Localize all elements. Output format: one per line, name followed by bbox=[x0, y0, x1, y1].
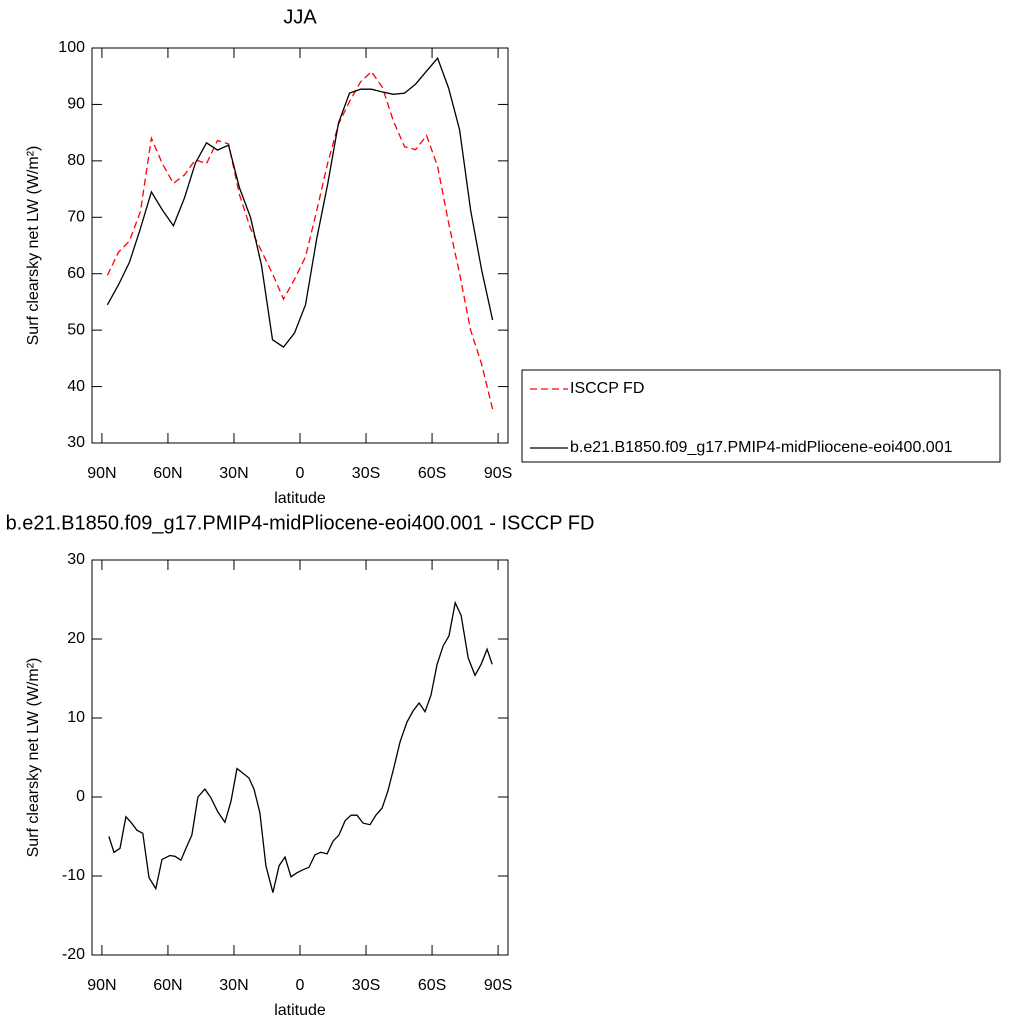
y-tick-label: 100 bbox=[58, 39, 85, 56]
y-tick-label: 90 bbox=[67, 96, 85, 113]
x-tick-label: 60N bbox=[153, 465, 182, 482]
legend-label: ISCCP FD bbox=[570, 380, 644, 397]
y-axis-label: Surf clearsky net LW (W/m²) bbox=[25, 146, 42, 346]
data-line bbox=[106, 56, 494, 348]
x-axis-label: latitude bbox=[274, 1002, 326, 1019]
y-tick-label: 0 bbox=[76, 788, 85, 805]
data-line bbox=[108, 600, 493, 893]
x-tick-label: 30N bbox=[219, 977, 248, 994]
y-tick-label: 70 bbox=[67, 209, 85, 226]
legend-box bbox=[521, 369, 1001, 463]
data-line bbox=[106, 70, 494, 410]
x-tick-label: 60S bbox=[418, 977, 446, 994]
y-tick-label: -10 bbox=[62, 867, 85, 884]
chart-title: JJA bbox=[283, 6, 317, 28]
y-tick-label: 50 bbox=[67, 321, 85, 338]
x-tick-label: 0 bbox=[296, 977, 305, 994]
x-tick-label: 0 bbox=[296, 465, 305, 482]
y-tick-label: 30 bbox=[67, 551, 85, 568]
x-axis-label: latitude bbox=[274, 490, 326, 507]
x-tick-label: 30N bbox=[219, 465, 248, 482]
x-tick-label: 90S bbox=[484, 465, 512, 482]
y-tick-label: 40 bbox=[67, 378, 85, 395]
x-tick-label: 90N bbox=[87, 977, 116, 994]
y-tick-label: 20 bbox=[67, 630, 85, 647]
y-tick-label: 80 bbox=[67, 152, 85, 169]
x-tick-label: 90N bbox=[87, 465, 116, 482]
plot-frame bbox=[91, 559, 509, 956]
legend-label: b.e21.B1850.f09_g17.PMIP4-midPliocene-eo… bbox=[570, 439, 953, 456]
y-tick-label: 10 bbox=[67, 709, 85, 726]
x-tick-label: 30S bbox=[352, 465, 380, 482]
x-tick-label: 30S bbox=[352, 977, 380, 994]
x-tick-label: 90S bbox=[484, 977, 512, 994]
x-tick-label: 60S bbox=[418, 465, 446, 482]
y-tick-label: 30 bbox=[67, 434, 85, 451]
y-axis-label: Surf clearsky net LW (W/m²) bbox=[25, 658, 42, 858]
y-tick-label: 60 bbox=[67, 265, 85, 282]
x-tick-label: 60N bbox=[153, 977, 182, 994]
chart-title: b.e21.B1850.f09_g17.PMIP4-midPliocene-eo… bbox=[6, 512, 595, 534]
y-tick-label: -20 bbox=[62, 946, 85, 963]
plot-frame bbox=[91, 47, 509, 444]
